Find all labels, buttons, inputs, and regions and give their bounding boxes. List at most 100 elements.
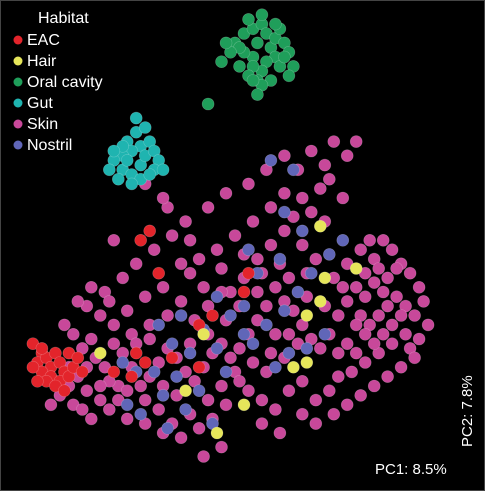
point-nostril [304, 266, 318, 280]
point-skin [264, 201, 278, 214]
point-nostril [192, 384, 206, 398]
point-gut [156, 163, 170, 177]
legend-label-eac: EAC [27, 32, 60, 49]
point-skin [260, 299, 273, 313]
point-skin [120, 412, 134, 426]
point-skin [228, 229, 242, 242]
point-skin [143, 332, 156, 346]
point-nostril [116, 356, 129, 369]
point-skin [304, 144, 318, 158]
point-eac [134, 234, 147, 247]
point-nostril [322, 248, 336, 261]
point-skin [349, 280, 363, 294]
point-skin [322, 384, 336, 398]
point-skin [340, 149, 354, 162]
point-hair [300, 356, 314, 369]
point-nostril [237, 327, 251, 341]
point-skin [174, 257, 188, 271]
point-skin [309, 393, 323, 407]
point-nostril [210, 290, 224, 304]
point-skin [107, 337, 121, 351]
point-eac [26, 360, 40, 374]
point-skin [327, 135, 341, 148]
point-oral-cavity [251, 36, 264, 50]
point-skin [134, 379, 147, 393]
point-gut [120, 154, 134, 167]
point-skin [246, 215, 260, 228]
point-skin [219, 398, 233, 412]
point-oral-cavity [278, 50, 291, 64]
point-hair [318, 271, 332, 285]
point-skin [421, 318, 435, 332]
y-axis-label: PC2: 7.8% [459, 375, 476, 447]
point-nostril [219, 365, 233, 379]
point-eac [138, 356, 152, 369]
points-layer [26, 8, 435, 463]
point-skin [44, 398, 58, 412]
legend-entries: EAC Hair Oral cavity Gut Skin Nostril [13, 32, 103, 154]
point-eac [192, 360, 206, 374]
point-nostril [170, 370, 183, 383]
point-hair [237, 398, 251, 412]
point-skin [381, 299, 394, 313]
point-skin [269, 327, 282, 341]
point-skin [385, 243, 399, 256]
point-nostril [278, 304, 291, 318]
point-skin [381, 370, 394, 383]
point-skin [358, 290, 372, 304]
point-skin [80, 384, 94, 398]
point-gut [138, 121, 152, 134]
point-skin [394, 360, 408, 374]
point-hair [300, 309, 314, 322]
point-oral-cavity [233, 60, 246, 73]
point-eac [58, 384, 71, 398]
point-skin [336, 280, 350, 294]
point-skin [372, 309, 386, 322]
legend-label-hair: Hair [27, 53, 57, 70]
point-skin [336, 191, 350, 205]
x-axis-label: PC1: 8.5% [375, 461, 447, 478]
point-skin [201, 201, 215, 214]
point-skin [295, 191, 309, 205]
point-hair [94, 346, 107, 360]
point-oral-cavity [251, 88, 264, 101]
point-gut [112, 172, 125, 186]
point-eac [76, 365, 89, 379]
point-oral-cavity [201, 97, 215, 111]
point-skin [161, 309, 174, 322]
point-nostril [295, 224, 309, 238]
point-skin [358, 327, 372, 341]
point-nostril [183, 346, 197, 360]
point-nostril [318, 327, 332, 341]
point-skin [376, 285, 390, 299]
legend-title: Habitat [38, 10, 89, 27]
legend-label-nostril: Nostril [27, 137, 72, 154]
point-skin [318, 158, 332, 172]
point-skin [372, 262, 386, 275]
point-skin [152, 403, 165, 416]
legend-marker-eac [13, 35, 23, 45]
point-skin [129, 257, 143, 271]
point-hair [179, 384, 192, 398]
point-gut [129, 111, 143, 125]
point-skin [349, 135, 363, 148]
point-nostril [156, 389, 170, 402]
point-skin [165, 229, 179, 242]
point-skin [174, 295, 188, 308]
point-skin [251, 285, 264, 299]
point-eac [71, 351, 85, 365]
point-skin [242, 177, 255, 191]
point-eac [165, 351, 179, 365]
point-skin [385, 337, 399, 351]
point-skin [340, 295, 354, 308]
point-skin [367, 379, 381, 393]
point-skin [417, 295, 430, 308]
point-skin [340, 337, 354, 351]
point-eac [31, 374, 44, 388]
point-skin [345, 365, 359, 379]
point-skin [94, 379, 107, 393]
point-skin [349, 318, 363, 332]
point-skin [295, 407, 309, 421]
point-hair [313, 219, 327, 233]
